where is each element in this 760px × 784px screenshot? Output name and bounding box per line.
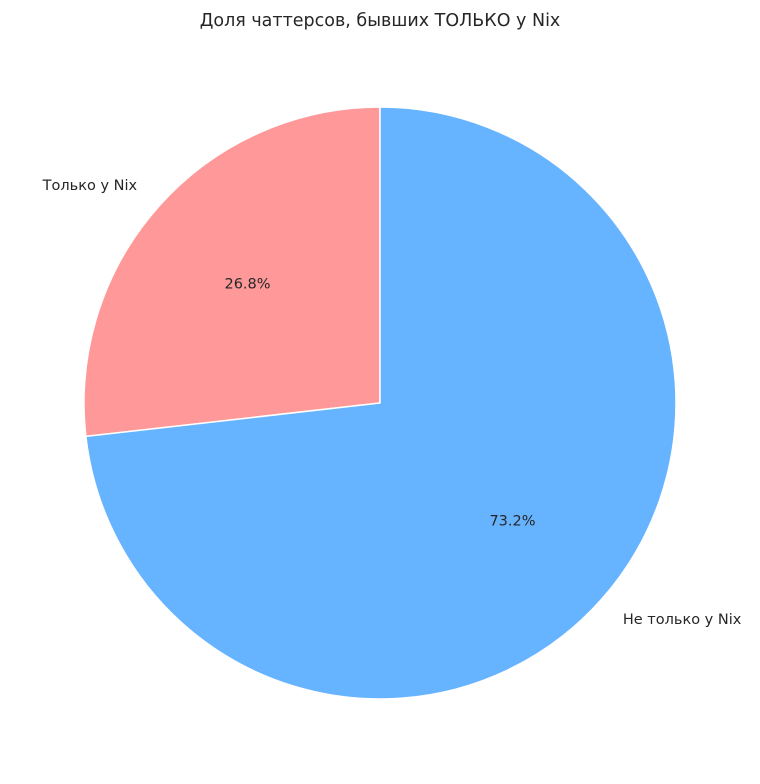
- pie-slice-1: [85, 106, 677, 700]
- pie-slice-0: [83, 106, 381, 438]
- slice-label: Не только у Nix: [623, 612, 742, 628]
- slice-label: Только у Nix: [42, 178, 138, 194]
- chart-title: Доля чаттерсов, бывших ТОЛЬКО у Nix: [200, 11, 561, 31]
- slice-percent-label: 26.8%: [224, 277, 270, 293]
- slice-percent-label: 73.2%: [489, 513, 535, 529]
